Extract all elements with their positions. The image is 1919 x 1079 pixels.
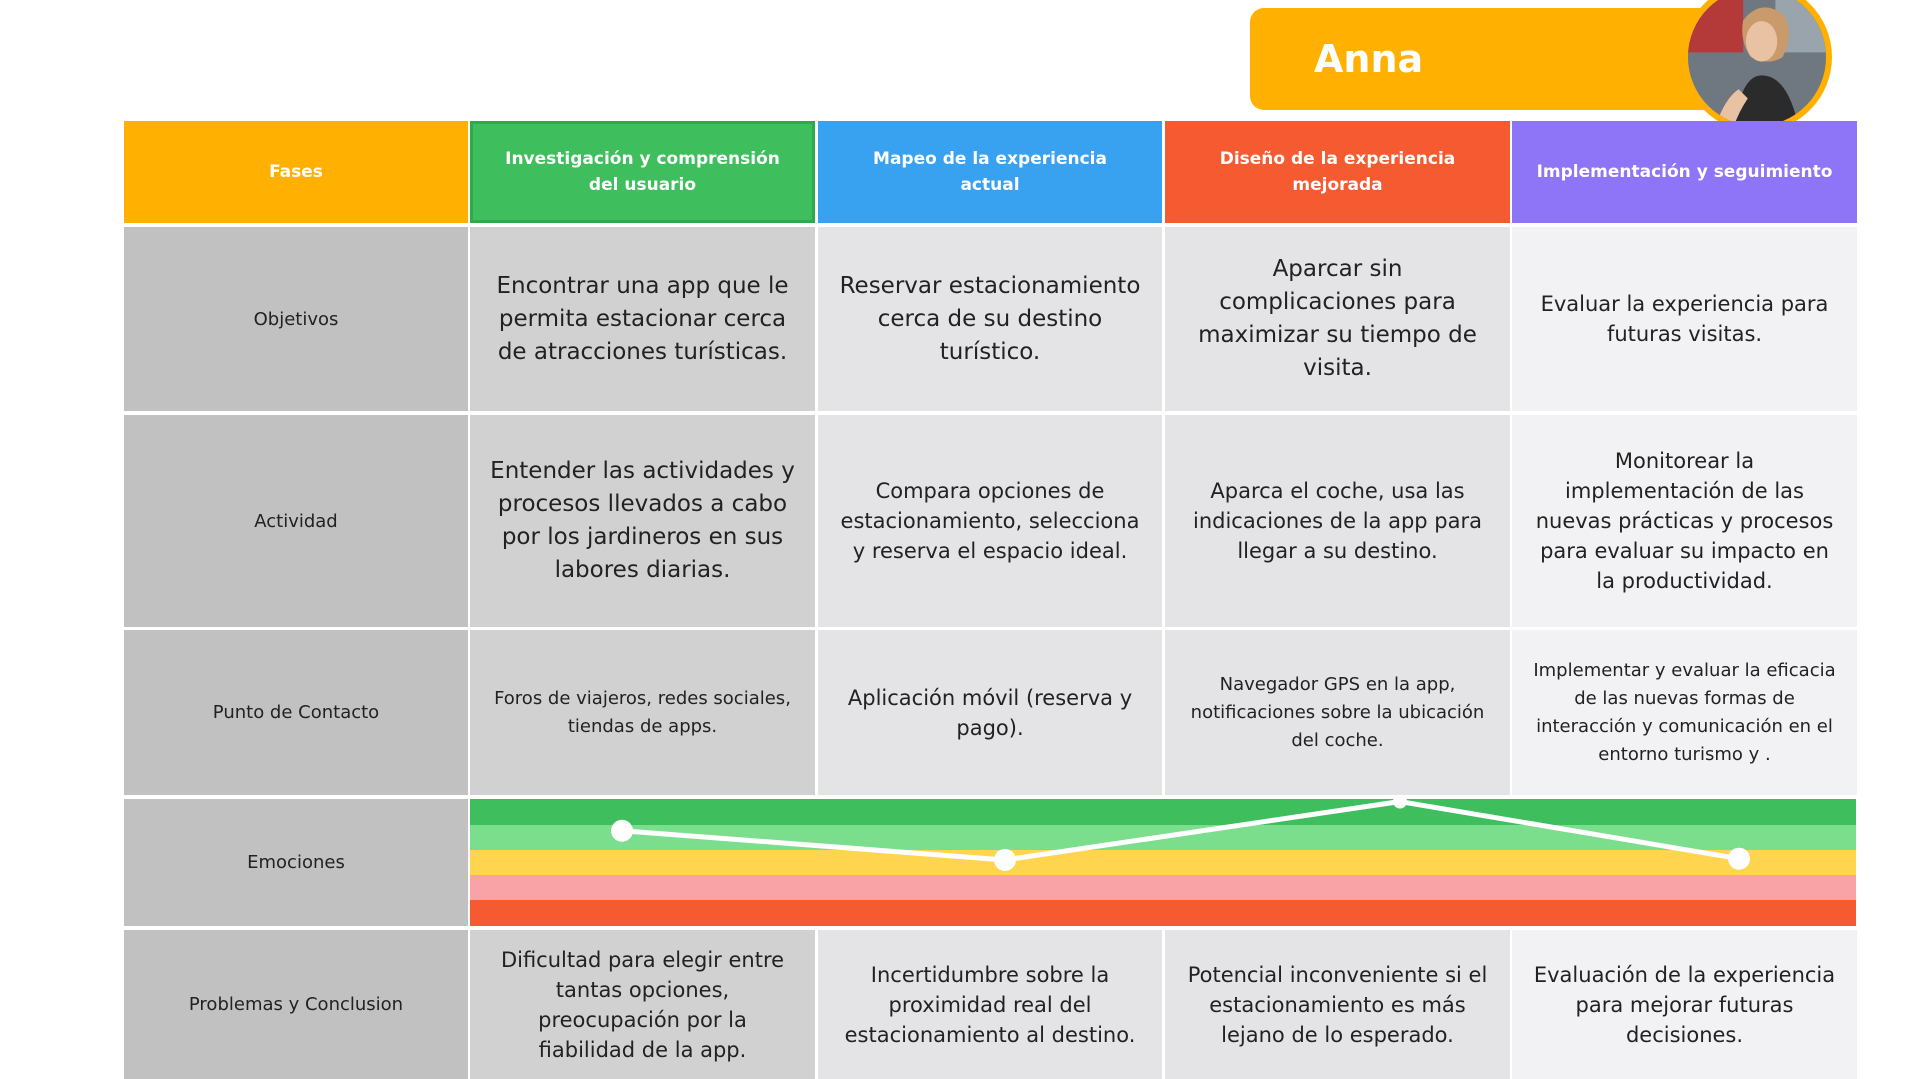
problemas-cell-1: Dificultad para elegir entre tantas opci… <box>470 930 815 1079</box>
objetivos-cell-3: Aparcar sin complicaciones para maximiza… <box>1165 227 1510 411</box>
contacto-cell-4: Implementar y evaluar la eficacia de las… <box>1512 630 1857 795</box>
contacto-cell-2: Aplicación móvil (reserva y pago). <box>818 630 1162 795</box>
emotion-point-3 <box>1393 799 1407 809</box>
actividad-cell-3: Aparca el coche, usa las indicaciones de… <box>1165 415 1510 627</box>
emotion-line <box>621 799 1740 863</box>
emotion-band-4 <box>470 875 1856 900</box>
problemas-cell-4: Evaluación de la experiencia para mejora… <box>1512 930 1857 1079</box>
emotion-chart-svg <box>470 799 1856 926</box>
objetivos-cell-4: Evaluar la experiencia para futuras visi… <box>1512 227 1857 411</box>
objetivos-cell-1: Encontrar una app que le permita estacio… <box>470 227 815 411</box>
header-fases: Fases <box>124 121 468 223</box>
phase-header-4: Implementación y seguimiento <box>1512 121 1857 223</box>
emotion-point-1 <box>611 819 633 842</box>
row-label-problemas: Problemas y Conclusion <box>124 930 468 1079</box>
contacto-cell-3: Navegador GPS en la app, notificaciones … <box>1165 630 1510 795</box>
actividad-cell-4: Monitorear la implementación de las nuev… <box>1512 415 1857 627</box>
emotion-point-4 <box>1728 847 1750 870</box>
row-label-actividad: Actividad <box>124 415 468 627</box>
avatar-illustration <box>1688 0 1826 126</box>
woman-driving-photo-icon <box>1682 0 1832 132</box>
actividad-cell-2: Compara opciones de estacionamiento, sel… <box>818 415 1162 627</box>
phase-header-3: Diseño de la experiencia mejorada <box>1165 121 1510 223</box>
persona-name: Anna <box>1314 37 1424 81</box>
row-label-emociones: Emociones <box>124 799 468 926</box>
contacto-cell-1: Foros de viajeros, redes sociales, tiend… <box>470 630 815 795</box>
emotion-band-5 <box>470 900 1856 926</box>
emotion-chart <box>470 799 1856 926</box>
phase-header-1: Investigación y comprensión del usuario <box>470 121 815 223</box>
phase-header-2: Mapeo de la experiencia actual <box>818 121 1162 223</box>
problemas-cell-3: Potencial inconveniente si el estacionam… <box>1165 930 1510 1079</box>
row-label-contacto: Punto de Contacto <box>124 630 468 795</box>
emotion-band-3 <box>470 850 1856 875</box>
row-label-objetivos: Objetivos <box>124 227 468 411</box>
emotion-point-2 <box>994 848 1016 871</box>
emotion-band-1 <box>470 799 1856 825</box>
problemas-cell-2: Incertidumbre sobre la proximidad real d… <box>818 930 1162 1079</box>
actividad-cell-1: Entender las actividades y procesos llev… <box>470 415 815 627</box>
objetivos-cell-2: Reservar estacionamiento cerca de su des… <box>818 227 1162 411</box>
